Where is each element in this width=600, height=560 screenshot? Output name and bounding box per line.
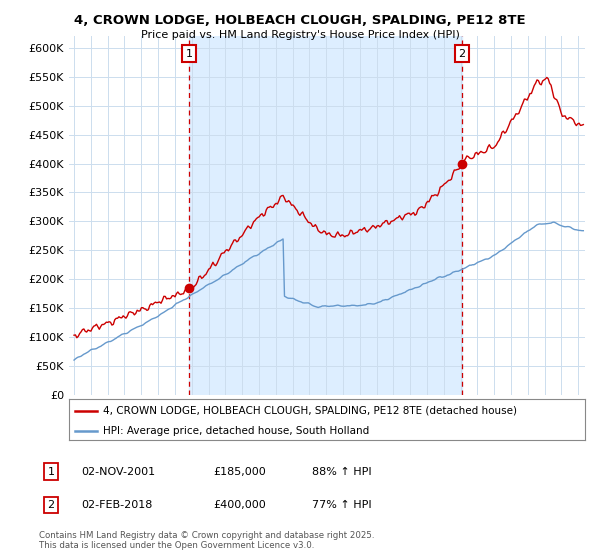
Text: 77% ↑ HPI: 77% ↑ HPI <box>312 500 371 510</box>
Text: £400,000: £400,000 <box>213 500 266 510</box>
Text: £185,000: £185,000 <box>213 466 266 477</box>
Bar <box>189 36 462 395</box>
Text: HPI: Average price, detached house, South Holland: HPI: Average price, detached house, Sout… <box>103 426 369 436</box>
Text: 2: 2 <box>47 500 55 510</box>
Text: 02-NOV-2001: 02-NOV-2001 <box>81 466 155 477</box>
Text: 2: 2 <box>458 49 466 59</box>
Text: 1: 1 <box>47 466 55 477</box>
Text: Price paid vs. HM Land Registry's House Price Index (HPI): Price paid vs. HM Land Registry's House … <box>140 30 460 40</box>
Text: 4, CROWN LODGE, HOLBEACH CLOUGH, SPALDING, PE12 8TE: 4, CROWN LODGE, HOLBEACH CLOUGH, SPALDIN… <box>74 14 526 27</box>
Text: 02-FEB-2018: 02-FEB-2018 <box>81 500 152 510</box>
Text: Contains HM Land Registry data © Crown copyright and database right 2025.
This d: Contains HM Land Registry data © Crown c… <box>39 531 374 550</box>
Text: 4, CROWN LODGE, HOLBEACH CLOUGH, SPALDING, PE12 8TE (detached house): 4, CROWN LODGE, HOLBEACH CLOUGH, SPALDIN… <box>103 405 517 416</box>
Text: 1: 1 <box>185 49 193 59</box>
Text: 88% ↑ HPI: 88% ↑ HPI <box>312 466 371 477</box>
